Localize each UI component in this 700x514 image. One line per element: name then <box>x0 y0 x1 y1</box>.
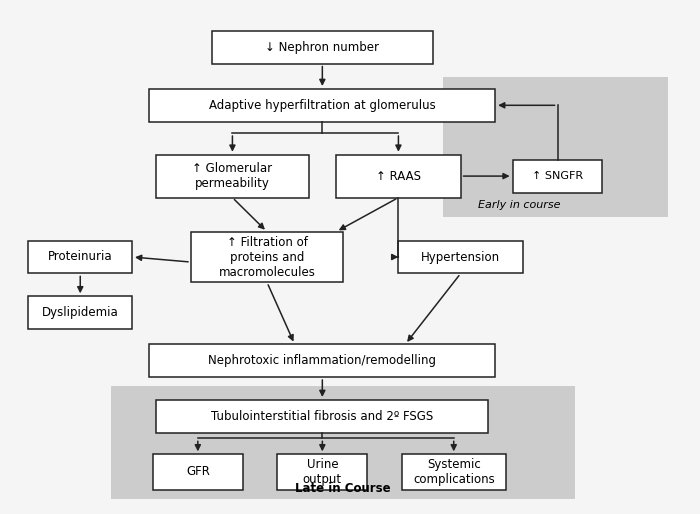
FancyBboxPatch shape <box>402 454 505 490</box>
FancyBboxPatch shape <box>191 232 343 282</box>
Text: Hypertension: Hypertension <box>421 250 500 264</box>
Text: Proteinuria: Proteinuria <box>48 250 113 264</box>
Text: Adaptive hyperfiltration at glomerulus: Adaptive hyperfiltration at glomerulus <box>209 99 435 112</box>
Text: Tubulointerstitial fibrosis and 2º FSGS: Tubulointerstitial fibrosis and 2º FSGS <box>211 410 433 423</box>
Text: Urine
output: Urine output <box>303 458 342 486</box>
FancyBboxPatch shape <box>512 160 603 193</box>
Text: Late in Course: Late in Course <box>295 482 391 494</box>
FancyBboxPatch shape <box>29 241 132 273</box>
Text: ↑ RAAS: ↑ RAAS <box>376 170 421 182</box>
Text: GFR: GFR <box>186 465 210 479</box>
Text: ↑ Glomerular
permeability: ↑ Glomerular permeability <box>193 162 272 190</box>
FancyBboxPatch shape <box>149 89 496 122</box>
FancyBboxPatch shape <box>398 241 523 273</box>
FancyBboxPatch shape <box>336 155 461 197</box>
FancyBboxPatch shape <box>29 296 132 329</box>
FancyBboxPatch shape <box>149 344 496 377</box>
Text: ↑ Filtration of
proteins and
macromolecules: ↑ Filtration of proteins and macromolecu… <box>218 235 316 279</box>
FancyBboxPatch shape <box>111 386 575 499</box>
Text: ↑ SNGFR: ↑ SNGFR <box>532 171 583 181</box>
FancyBboxPatch shape <box>156 155 309 197</box>
Text: Early in course: Early in course <box>478 200 561 210</box>
FancyBboxPatch shape <box>153 454 243 490</box>
Text: Nephrotoxic inflammation/remodelling: Nephrotoxic inflammation/remodelling <box>209 354 436 367</box>
Text: Systemic
complications: Systemic complications <box>413 458 495 486</box>
FancyBboxPatch shape <box>277 454 368 490</box>
Text: ↓ Nephron number: ↓ Nephron number <box>265 41 379 53</box>
FancyBboxPatch shape <box>211 31 433 64</box>
FancyBboxPatch shape <box>156 400 489 433</box>
FancyBboxPatch shape <box>443 78 668 216</box>
Text: Dyslipidemia: Dyslipidemia <box>42 306 118 319</box>
